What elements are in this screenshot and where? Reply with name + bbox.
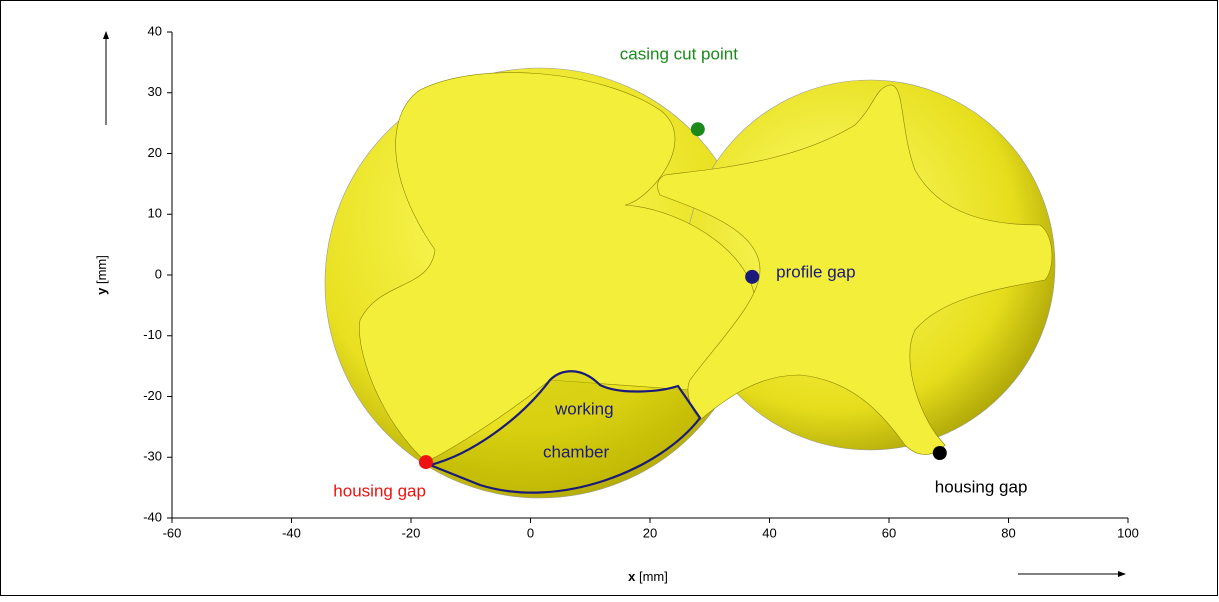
x-tick-label: 80	[1001, 525, 1015, 540]
point	[419, 455, 433, 469]
point-label: casing cut point	[620, 45, 738, 64]
y-tick-label: 10	[148, 206, 162, 221]
y-symbol: y	[94, 287, 109, 295]
y-tick-label: -30	[143, 449, 162, 464]
y-tick-label: 0	[155, 266, 162, 281]
x-tick-label: 20	[643, 525, 657, 540]
rotors	[325, 68, 1055, 498]
annotation: working	[554, 399, 614, 418]
y-tick-label: 30	[148, 84, 162, 99]
x-tick-label: 100	[1117, 525, 1139, 540]
point-label: housing gap	[935, 477, 1028, 496]
y-tick-label: -10	[143, 327, 162, 342]
x-tick-label: -40	[282, 525, 301, 540]
x-symbol: x	[628, 569, 636, 584]
y-tick-label: 20	[148, 145, 162, 160]
x-unit: [mm]	[639, 569, 668, 584]
x-axis-title: x [mm]	[628, 569, 668, 584]
point-label: profile gap	[776, 262, 855, 281]
point-label: housing gap	[333, 482, 426, 501]
x-tick-label: -60	[163, 525, 182, 540]
x-tick-label: 0	[527, 525, 534, 540]
y-tick-label: -40	[143, 509, 162, 524]
x-tick-label: 60	[882, 525, 896, 540]
point	[933, 446, 947, 460]
point	[691, 122, 705, 136]
chart: x [mm] y [mm] working chamber -60-40-200…	[0, 0, 1219, 597]
y-tick-label: 40	[148, 23, 162, 38]
y-tick-label: -20	[143, 388, 162, 403]
annotation: chamber	[543, 442, 609, 461]
point	[745, 270, 759, 284]
x-tick-label: -20	[402, 525, 421, 540]
y-axis-title: y [mm]	[94, 255, 109, 295]
y-unit: [mm]	[94, 255, 109, 284]
x-tick-label: 40	[762, 525, 776, 540]
